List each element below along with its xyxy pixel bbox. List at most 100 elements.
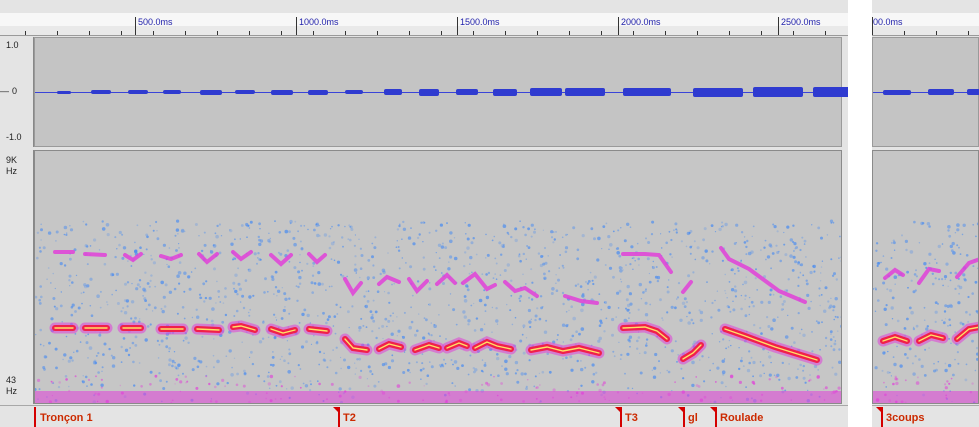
spectrogram-noise	[341, 236, 344, 239]
spectrogram-noise	[267, 238, 271, 243]
spectrogram-noise	[580, 327, 585, 331]
spectrogram-noise	[773, 374, 776, 377]
label-track[interactable]: Tronçon 1 T2 T3 gl Roulade	[0, 405, 848, 427]
spectrogram-noise	[730, 344, 732, 347]
label-t3[interactable]: T3	[625, 412, 638, 424]
spectrogram-noise	[628, 335, 633, 339]
spectrogram-noise	[576, 248, 580, 252]
spectrogram-noise	[946, 304, 950, 308]
spectrogram-noise	[935, 368, 938, 372]
spectrogram-noise	[675, 298, 678, 300]
spectrogram-noise	[942, 284, 944, 287]
spectrogram-noise	[659, 298, 662, 302]
spectrogram-noise	[742, 283, 744, 286]
spectrogram-noise	[829, 304, 833, 308]
spectrogram-noise	[341, 274, 345, 278]
spectrogram-noise	[372, 319, 376, 323]
spectrogram-noise	[954, 271, 958, 275]
spectrogram-noise	[485, 295, 490, 300]
spectrogram-view-2[interactable]	[872, 150, 979, 404]
spectrogram-noise	[120, 345, 123, 349]
spectrogram-noise	[168, 347, 172, 350]
spectrogram-noise	[500, 253, 503, 256]
spectrogram-noise	[565, 356, 568, 359]
spectrogram-noise	[615, 316, 617, 318]
spectrogram-noise	[408, 381, 411, 384]
timeline-ruler-2[interactable]: 00.0ms	[872, 13, 979, 36]
label-roulade[interactable]: Roulade	[720, 412, 764, 424]
waveform-view[interactable]	[34, 37, 848, 147]
spectrogram-noise	[334, 371, 338, 375]
spectrogram-noise	[150, 254, 152, 257]
spectrogram-noise	[111, 364, 116, 368]
spectrogram-noise	[619, 269, 623, 273]
spectrogram-noise	[452, 363, 454, 366]
spectrogram-noise	[328, 285, 331, 288]
ruler-major-tick	[778, 17, 779, 35]
spectrogram-noise	[438, 314, 440, 316]
spectrogram-noise	[317, 271, 321, 275]
spectrogram-noise	[558, 267, 560, 269]
label-track-2[interactable]: 3coups	[872, 405, 979, 427]
spectrogram-noise	[384, 317, 388, 321]
label-t2[interactable]: T2	[343, 412, 356, 424]
spectrogram-noise	[623, 239, 627, 243]
spectrogram-noise	[837, 330, 839, 332]
spectrogram-noise	[205, 374, 208, 377]
spectrogram-noise	[108, 347, 111, 351]
spectrogram-harmonic	[269, 253, 293, 267]
spectrogram-noise	[797, 312, 800, 315]
spectrogram-noise	[928, 252, 932, 256]
spectrogram-noise	[266, 375, 270, 378]
spectrogram-noise	[46, 278, 48, 280]
spectrogram-noise	[551, 287, 555, 291]
spectrogram-noise	[694, 258, 697, 261]
spectrogram-noise	[326, 318, 330, 321]
spectrogram-noise	[429, 361, 431, 363]
ruler-minor-tick	[904, 31, 905, 35]
spectrogram-noise	[287, 362, 290, 365]
spectrogram-noise	[430, 334, 433, 337]
spectrogram-y-axis: 9K Hz 43 Hz	[0, 150, 34, 404]
waveform-segment	[419, 88, 439, 96]
spectrogram-noise	[612, 350, 615, 353]
spectrogram-noise	[729, 374, 734, 379]
spectrogram-noise	[101, 220, 104, 223]
spectrogram-noise	[506, 263, 510, 267]
spectrogram-noise	[885, 386, 887, 388]
spectrogram-noise	[792, 240, 795, 244]
spectrogram-noise	[300, 224, 303, 227]
spectrogram-noise	[213, 267, 216, 271]
spectrogram-noise	[435, 252, 437, 254]
spectrogram-noise	[701, 355, 704, 358]
spectrogram-noise	[702, 238, 705, 242]
spectrogram-noise	[661, 317, 663, 319]
spectrogram-noise	[312, 265, 315, 267]
spectrogram-noise	[115, 289, 117, 292]
spectrogram-noise	[626, 284, 630, 289]
spectrogram-noise	[530, 268, 533, 271]
label-gl[interactable]: gl	[688, 412, 698, 424]
spectrogram-noise	[803, 243, 806, 245]
spectrogram-noise	[510, 294, 513, 297]
spectrogram-noise	[300, 247, 304, 250]
spectrogram-noise	[559, 254, 561, 256]
spectrogram-view[interactable]	[34, 150, 842, 404]
timeline-ruler[interactable]: 500.0ms 1000.0ms 1500.0ms 2000.0ms 2500.…	[0, 13, 848, 36]
label-tronçon-1[interactable]: Tronçon 1	[40, 412, 93, 424]
ruler-minor-tick	[825, 31, 826, 35]
spectrogram-noise	[286, 249, 290, 252]
spectrogram-noise	[485, 233, 487, 236]
ruler-minor-tick	[473, 31, 474, 35]
spectrogram-noise	[284, 229, 289, 234]
spectrogram-noise	[146, 282, 150, 285]
spectrogram-harmonic	[563, 294, 599, 305]
label-3coups[interactable]: 3coups	[886, 412, 925, 424]
spectrogram-noise	[668, 279, 670, 281]
spectrogram-noise	[906, 317, 909, 321]
spectrogram-noise	[612, 275, 615, 279]
waveform-view-2[interactable]	[872, 37, 979, 147]
spectrogram-noise	[371, 373, 374, 376]
spectrogram-noise	[115, 272, 119, 276]
spectrogram-noise	[820, 266, 823, 268]
